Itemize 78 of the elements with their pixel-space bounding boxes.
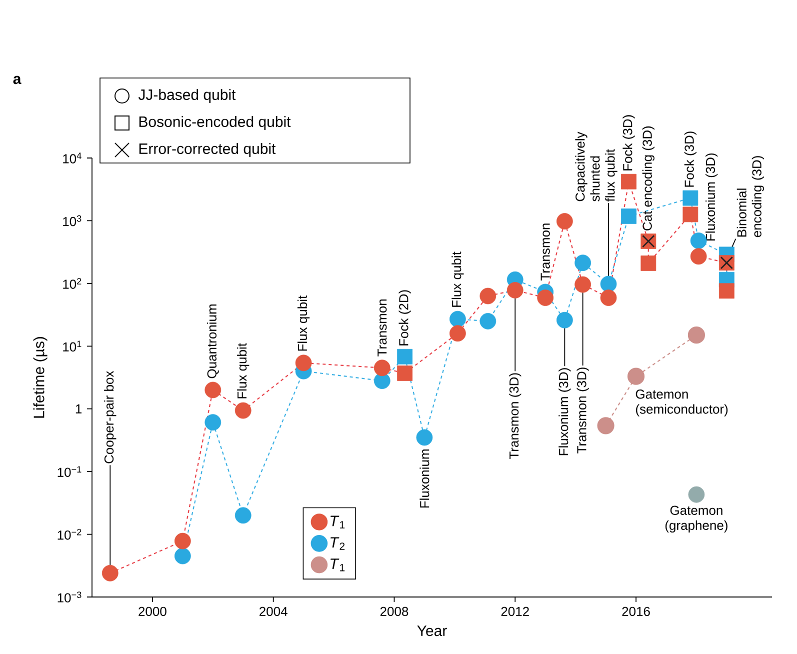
point xyxy=(574,254,592,272)
point xyxy=(537,290,554,306)
point xyxy=(688,486,705,503)
point xyxy=(688,326,705,344)
point xyxy=(374,360,390,376)
point xyxy=(556,213,573,230)
point xyxy=(690,248,707,265)
point xyxy=(102,564,118,582)
y-axis-title: Lifetime (µs) xyxy=(33,337,48,418)
point xyxy=(506,282,524,298)
annotation: Gatemon (semiconductor) xyxy=(636,390,728,416)
point xyxy=(397,348,413,364)
y-tick-label: 10$^{−3}$ xyxy=(58,592,82,602)
annotation: Fock (2D) xyxy=(398,290,411,346)
point xyxy=(556,312,573,328)
point xyxy=(600,290,617,306)
annotation: Binomial encoding (3D) xyxy=(736,156,764,238)
point xyxy=(295,354,312,372)
point xyxy=(174,532,191,550)
point xyxy=(416,429,433,446)
y-tick-label: 10$^{1}$ xyxy=(63,340,82,352)
x-tick-label: 2016 xyxy=(622,606,650,616)
x-axis-title: Year xyxy=(417,626,447,636)
x-tick-label: 2004 xyxy=(260,606,288,616)
annotation: Flux qubit xyxy=(297,295,310,351)
y-tick-label: 10$^{3}$ xyxy=(63,215,82,226)
annotation: Cooper-pair box xyxy=(104,370,116,464)
annotation: Flux qubit xyxy=(452,252,464,307)
x-tick-label: 2012 xyxy=(501,606,529,616)
point xyxy=(204,382,222,398)
point xyxy=(718,283,734,299)
point xyxy=(600,276,617,292)
point xyxy=(621,208,636,224)
point xyxy=(480,312,496,330)
y-tick-label: 10$^{−1}$ xyxy=(58,466,82,477)
y-tick-label: 10$^{4}$ xyxy=(63,152,82,164)
legend-label: T$_{2}$ xyxy=(330,537,345,550)
point xyxy=(174,548,191,564)
point xyxy=(682,206,698,222)
point xyxy=(449,310,466,328)
annotation: Transmon xyxy=(540,224,550,281)
point xyxy=(204,414,222,431)
annotation: Fock (3D) xyxy=(622,115,635,170)
point xyxy=(621,174,636,190)
y-tick-label: 10$^{2}$ xyxy=(63,278,82,289)
point xyxy=(597,417,614,434)
annotation: Transmon (3D) xyxy=(576,368,589,454)
annotation: Gatemon (graphene) xyxy=(665,506,728,533)
point xyxy=(234,507,252,524)
text: Bosonic-encoded qubit xyxy=(139,116,291,130)
annotation: Cat encoding (3D) xyxy=(642,126,654,230)
y-tick-label: 10$^{−2}$ xyxy=(58,528,82,540)
annotation: Flux qubit xyxy=(237,343,250,398)
point xyxy=(640,256,656,271)
point xyxy=(480,288,496,304)
x-tick-label: 2000 xyxy=(138,606,166,616)
point xyxy=(449,325,466,342)
point xyxy=(627,368,645,385)
y-tick-label: 1 xyxy=(76,404,82,414)
chart-title: a xyxy=(13,76,22,84)
legend-label: T$_{1}$ xyxy=(330,516,345,528)
legend-label: T$_{1}$ xyxy=(330,558,345,572)
point xyxy=(682,190,698,206)
text: JJ-based qubit xyxy=(138,89,236,103)
annotation: Fluxonium (3D) xyxy=(558,368,571,456)
annotation: Fock (3D) xyxy=(684,132,696,187)
point xyxy=(690,232,707,249)
point xyxy=(234,402,252,419)
text: Error-corrected qubit xyxy=(139,143,276,157)
annotation: Capacitively shunted flux qubit xyxy=(575,132,618,202)
point xyxy=(574,276,592,293)
annotation: Transmon xyxy=(378,300,387,356)
point xyxy=(397,366,413,381)
annotation: Transmon (3D) xyxy=(509,373,522,460)
x-tick-label: 2008 xyxy=(380,606,408,616)
annotation: Fluxonium (3D) xyxy=(706,153,718,240)
annotation: Quantronium xyxy=(206,304,219,378)
annotation: Fluxonium xyxy=(420,450,430,508)
